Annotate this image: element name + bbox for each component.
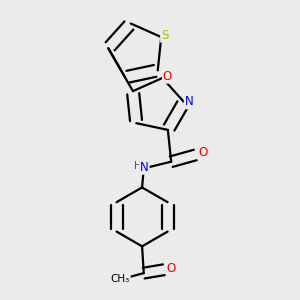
Text: N: N <box>140 161 149 174</box>
Text: O: O <box>167 262 176 275</box>
Text: O: O <box>198 146 207 159</box>
Text: N: N <box>184 95 194 109</box>
Text: CH₃: CH₃ <box>111 274 130 284</box>
Text: S: S <box>161 29 168 42</box>
Text: H: H <box>134 161 142 171</box>
Text: O: O <box>163 70 172 83</box>
